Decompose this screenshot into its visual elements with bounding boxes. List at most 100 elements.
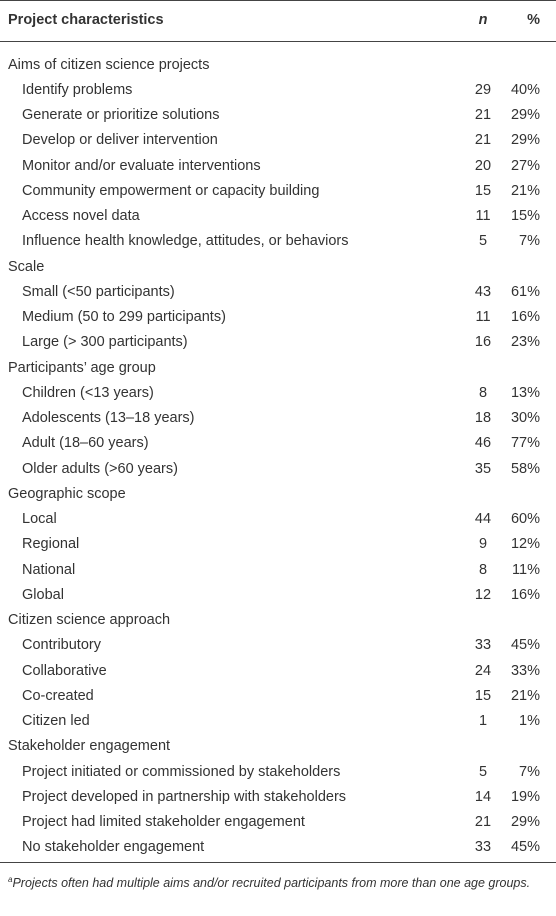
row-label: Co-created — [22, 687, 94, 704]
row-label: National — [22, 561, 76, 578]
data-row: Access novel data 11 15% — [0, 204, 556, 229]
count-cell: 20 — [474, 157, 492, 174]
percent-cell: 33% — [510, 662, 540, 679]
footnote-text: Projects often had multiple aims and/or … — [12, 876, 531, 891]
percent-cell: 45% — [510, 839, 540, 856]
row-label: Identify problems — [22, 81, 133, 98]
section-title: Participants’ age group — [8, 359, 156, 376]
data-row: Community empowerment or capacity buildi… — [0, 179, 556, 204]
section-row: Scale — [0, 255, 556, 280]
percent-cell: 16% — [510, 309, 540, 325]
row-label: Project developed in partnership with st… — [22, 788, 347, 805]
count-cell: 8 — [478, 384, 488, 401]
percent-cell: 45% — [510, 637, 540, 654]
section-title: Citizen science approach — [8, 612, 171, 628]
percent-cell: 40% — [510, 81, 540, 98]
percent-cell: 29% — [510, 814, 540, 830]
data-row: Local 44 60% — [0, 507, 556, 532]
data-row: No stakeholder engagement 33 45% — [0, 835, 556, 860]
percent-cell: 16% — [510, 586, 540, 603]
count-cell: 44 — [474, 511, 492, 527]
row-label: Monitor and/or evaluate interventions — [22, 157, 261, 174]
row-label: Local — [22, 511, 57, 527]
header-row: Project characteristics n % — [0, 8, 556, 33]
row-label: Contributory — [22, 637, 101, 654]
row-label: Citizen led — [22, 713, 90, 729]
percent-cell: 29% — [510, 132, 540, 149]
percent-cell: 58% — [510, 460, 540, 477]
data-row: Project had limited stakeholder engageme… — [0, 810, 556, 835]
count-cell: 21 — [474, 814, 492, 830]
header-cell: n — [478, 12, 488, 28]
row-label: Project had limited stakeholder engageme… — [22, 814, 305, 830]
footnote-marker: a — [8, 875, 13, 884]
row-label: Large (> 300 participants) — [22, 334, 188, 351]
percent-cell: 7% — [519, 763, 540, 780]
data-row: Identify problems 29 40% — [0, 78, 556, 103]
row-label: No stakeholder engagement — [22, 839, 205, 856]
data-row: Project initiated or commissioned by sta… — [0, 760, 556, 785]
row-label: Access novel data — [22, 208, 140, 224]
percent-cell: 61% — [510, 283, 540, 300]
count-cell: 15 — [474, 687, 492, 704]
section-title: Geographic scope — [8, 485, 126, 502]
count-cell: 21 — [474, 132, 492, 149]
percent-cell: 23% — [510, 334, 540, 351]
count-cell: 16 — [474, 334, 492, 351]
data-row: Contributory 33 45% — [0, 633, 556, 658]
percent-cell: 77% — [510, 435, 540, 452]
data-row: Co-created 15 21% — [0, 684, 556, 709]
count-cell: 8 — [478, 561, 488, 578]
row-label: Small (<50 participants) — [22, 283, 175, 300]
row-label: Global — [22, 586, 64, 603]
header-cell: % — [527, 12, 540, 28]
percent-cell: 13% — [510, 384, 540, 401]
top-rule — [0, 0, 556, 1]
count-cell: 11 — [475, 208, 491, 224]
data-row: Children (<13 years) 8 13% — [0, 381, 556, 406]
count-cell: 5 — [478, 763, 488, 780]
data-row: National 8 11% — [0, 558, 556, 583]
data-row: Global 12 16% — [0, 583, 556, 608]
row-label: Regional — [22, 536, 80, 553]
section-row: Citizen science approach — [0, 608, 556, 633]
data-row: Generate or prioritize solutions 21 29% — [0, 103, 556, 128]
count-cell: 9 — [478, 536, 488, 553]
data-row: Project developed in partnership with st… — [0, 785, 556, 810]
data-row: Adult (18–60 years) 46 77% — [0, 431, 556, 456]
percent-cell: 21% — [510, 687, 540, 704]
count-cell: 43 — [474, 283, 492, 300]
row-label: Generate or prioritize solutions — [22, 107, 220, 123]
row-label: Medium (50 to 299 participants) — [22, 309, 226, 325]
data-row: Collaborative 24 33% — [0, 659, 556, 684]
data-row: Older adults (>60 years) 35 58% — [0, 457, 556, 482]
count-cell: 1 — [478, 713, 488, 729]
percent-cell: 12% — [510, 536, 540, 553]
row-label: Project initiated or commissioned by sta… — [22, 763, 341, 780]
row-label: Community empowerment or capacity buildi… — [22, 182, 320, 199]
data-row: Small (<50 participants) 43 61% — [0, 280, 556, 305]
section-row: Stakeholder engagement — [0, 734, 556, 759]
row-label: Influence health knowledge, attitudes, o… — [22, 233, 349, 250]
section-row: Aims of citizen science projects — [0, 53, 556, 78]
bottom-rule — [0, 862, 556, 863]
row-label: Children (<13 years) — [22, 384, 154, 401]
section-row: Participants’ age group — [0, 356, 556, 381]
section-title: Stakeholder engagement — [8, 738, 171, 755]
data-row: Regional 9 12% — [0, 532, 556, 557]
percent-cell: 60% — [510, 511, 540, 527]
percent-cell: 29% — [510, 107, 540, 123]
percent-cell: 1% — [519, 713, 540, 729]
count-cell: 15 — [474, 182, 492, 199]
percent-cell: 7% — [519, 233, 540, 250]
row-label: Develop or deliver intervention — [22, 132, 218, 149]
percent-cell: 15% — [510, 208, 540, 224]
count-cell: 21 — [474, 107, 492, 123]
data-row: Large (> 300 participants) 16 23% — [0, 330, 556, 355]
row-label: Adult (18–60 years) — [22, 435, 149, 452]
count-cell: 18 — [474, 410, 492, 426]
section-row: Geographic scope — [0, 482, 556, 507]
header-rule — [0, 41, 556, 42]
count-cell: 24 — [474, 662, 492, 679]
data-row: Citizen led 1 1% — [0, 709, 556, 734]
